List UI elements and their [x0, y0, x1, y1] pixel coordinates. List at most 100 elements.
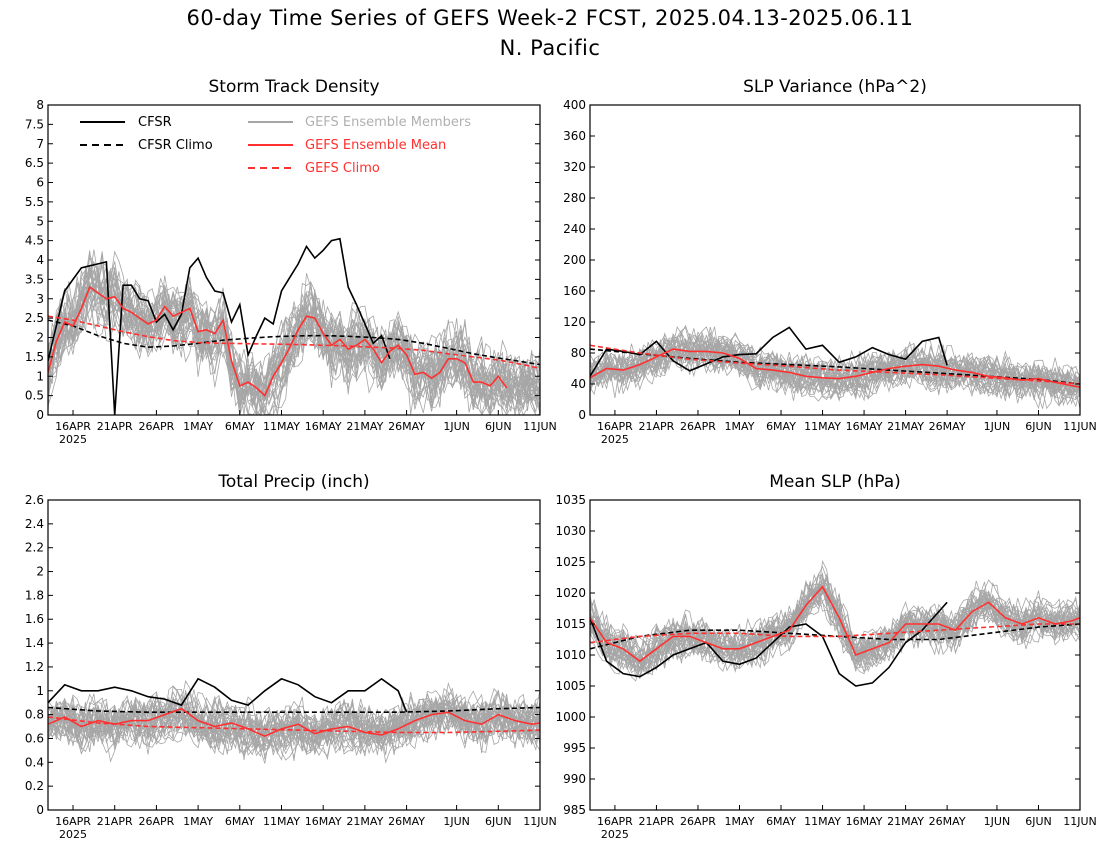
mean-slp-series-cfsr [590, 601, 948, 687]
storm-track-density-member-lines [48, 249, 540, 415]
total-precip-xtick-label: 21APR [97, 815, 133, 828]
mean-slp-member-line [590, 579, 1080, 666]
slp-variance-xtick-label: 21MAY [887, 420, 924, 433]
mean-slp-title: Mean SLP (hPa) [769, 472, 901, 492]
storm-track-density-xtick-label: 11MAY [263, 420, 300, 433]
chart-title-line1: 60-day Time Series of GEFS Week-2 FCST, … [186, 6, 913, 30]
mean-slp-ytick-label: 995 [563, 741, 586, 755]
total-precip-member-line [48, 685, 540, 761]
panel-slp-variance: SLP Variance (hPa^2) 0 40 80 120 160 200 240 280… [563, 77, 1097, 446]
slp-variance-xtick-label: 1MAY [725, 420, 755, 433]
storm-track-density-series-gefs-ensemble-mean [48, 285, 508, 397]
panel-mean-slp: Mean SLP (hPa) 985 990 995 1000 1005 1010 1015 1… [555, 472, 1096, 841]
mean-slp-xtick-label: 6MAY [766, 815, 796, 828]
mean-slp-ytick-label: 1010 [555, 648, 586, 662]
mean-slp-member-line [590, 588, 1080, 672]
total-precip-year-label: 2025 [59, 828, 87, 841]
storm-track-density-series-gefs-climo [48, 315, 540, 370]
total-precip-member-line [48, 687, 540, 751]
mean-slp-ytick-label: 1035 [555, 493, 586, 507]
slp-variance-ytick-label: 40 [571, 377, 586, 391]
mean-slp-xtick-label: 26MAY [929, 815, 966, 828]
storm-track-density-ytick-label: 2 [36, 331, 44, 345]
storm-track-density-ytick-label: 3.5 [25, 272, 44, 286]
mean-slp-series-gefs-ensemble-mean [590, 585, 1080, 663]
slp-variance-series-cfsr [590, 326, 948, 377]
mean-slp-ytick-label: 1000 [555, 710, 586, 724]
total-precip-series-cfsr-climo [48, 706, 540, 714]
total-precip-series-gefs-climo [48, 716, 540, 734]
storm-track-density-member-line [48, 267, 540, 412]
storm-track-density-ytick-label: 6 [36, 176, 44, 190]
storm-track-density-xtick-label: 16MAY [305, 420, 342, 433]
storm-track-density-xtick-label: 26MAY [388, 420, 425, 433]
total-precip-xtick-label: 21MAY [346, 815, 383, 828]
storm-track-density-series-cfsr [48, 237, 391, 415]
total-precip-xtick-label: 26APR [139, 815, 175, 828]
storm-track-density-year-label: 2025 [59, 433, 87, 446]
mean-slp-ytick-label: 1020 [555, 586, 586, 600]
slp-variance-xtick-label: 16MAY [846, 420, 883, 433]
total-precip-ytick-label: 0.8 [25, 708, 44, 722]
mean-slp-xtick-label: 1JUN [984, 815, 1011, 828]
slp-variance-ytick-label: 200 [563, 253, 586, 267]
slp-variance-xtick-label: 26APR [680, 420, 716, 433]
storm-track-density-xtick-label: 21MAY [346, 420, 383, 433]
mean-slp-ytick-label: 990 [563, 772, 586, 786]
mean-slp-member-line [590, 572, 1080, 674]
legend-cfsr-climo-label: CFSR Climo [138, 138, 213, 153]
total-precip-member-line [48, 692, 540, 756]
mean-slp-xtick-label: 21APR [639, 815, 675, 828]
slp-variance-xtick-label: 16APR [597, 420, 633, 433]
chart-title-line2: N. Pacific [500, 36, 601, 60]
total-precip-ytick-label: 2.6 [25, 493, 44, 507]
mean-slp-member-line [590, 575, 1080, 665]
total-precip-series-cfsr [48, 677, 408, 713]
total-precip-ytick-label: 2.2 [25, 541, 44, 555]
storm-track-density-ytick-label: 0 [36, 408, 44, 422]
storm-track-density-member-line [48, 260, 540, 415]
slp-variance-year-label: 2025 [601, 433, 629, 446]
total-precip-xtick-label: 11JUN [523, 815, 557, 828]
total-precip-xtick-label: 26MAY [388, 815, 425, 828]
slp-variance-series-gefs-climo [590, 344, 1080, 385]
storm-track-density-xtick-label: 1JUN [443, 420, 470, 433]
slp-variance-ytick-label: 280 [563, 191, 586, 205]
mean-slp-xtick-label: 11JUN [1063, 815, 1097, 828]
mean-slp-xtick-label: 16APR [597, 815, 633, 828]
slp-variance-member-line [590, 341, 1080, 409]
total-precip-ytick-label: 2 [36, 565, 44, 579]
legend-cfsr-label: CFSR [138, 115, 172, 130]
panel-total-precip: Total Precip (inch) 0 0.2 0.4 0.6 0.8 1 1.2 1.4 1… [25, 472, 557, 841]
slp-variance-member-line [590, 324, 1080, 400]
mean-slp-ytick-label: 985 [563, 803, 586, 817]
storm-track-density-plot-area [48, 237, 540, 415]
total-precip-ytick-label: 0.6 [25, 731, 44, 745]
storm-track-density-ytick-label: 1 [36, 369, 44, 383]
storm-track-density-title: Storm Track Density [208, 77, 379, 97]
mean-slp-year-label: 2025 [601, 828, 629, 841]
storm-track-density-member-line [48, 253, 540, 415]
storm-track-density-xtick-label: 1MAY [183, 420, 213, 433]
storm-track-density-xtick-label: 6MAY [225, 420, 255, 433]
slp-variance-xtick-label: 6JUN [1025, 420, 1052, 433]
total-precip-frame [47, 499, 541, 811]
storm-track-density-xtick-label: 6JUN [485, 420, 512, 433]
total-precip-ytick-label: 1.4 [25, 636, 44, 650]
total-precip-ytick-label: 1.6 [25, 612, 44, 626]
total-precip-member-line [48, 690, 540, 763]
storm-track-density-ytick-label: 1.5 [25, 350, 44, 364]
storm-track-density-ytick-label: 6.5 [25, 156, 44, 170]
mean-slp-ytick-label: 1025 [555, 555, 586, 569]
mean-slp-member-line [590, 590, 1080, 682]
total-precip-ytick-label: 2.4 [25, 517, 44, 531]
total-precip-ytick-label: 0.4 [25, 755, 44, 769]
slp-variance-ytick-label: 400 [563, 98, 586, 112]
slp-variance-plot-area [590, 324, 1080, 410]
panel-storm-track-density: Storm Track Density 0 0.5 1 1.5 2 2.5 3 3.5 4 4.5 5… [25, 77, 557, 446]
storm-track-density-xtick-label: 26APR [139, 420, 175, 433]
slp-variance-xtick-label: 26MAY [929, 420, 966, 433]
slp-variance-member-line [590, 330, 1080, 399]
slp-variance-series-gefs-ensemble-mean [590, 348, 1080, 388]
total-precip-ytick-label: 1.8 [25, 588, 44, 602]
